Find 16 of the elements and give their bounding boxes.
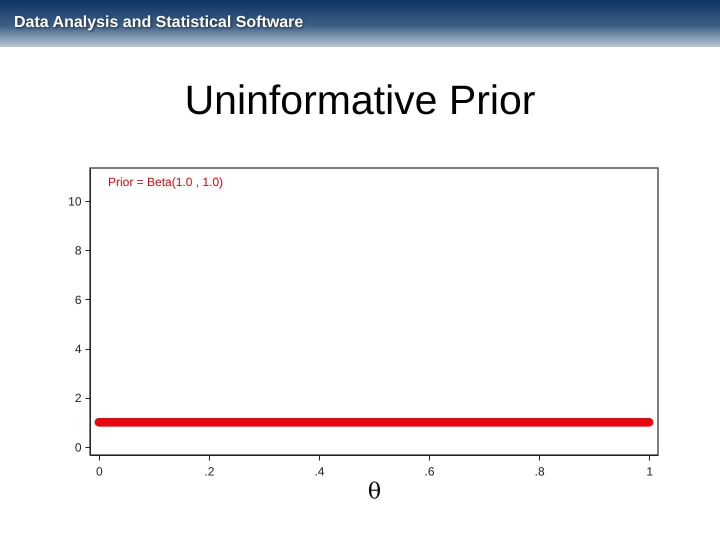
y-tick-label: 8: [74, 244, 82, 258]
x-tick-label: .6: [424, 464, 435, 478]
y-tick-label: 4: [74, 342, 82, 356]
y-tick-label: 0: [74, 440, 82, 454]
x-tick-label: .2: [204, 464, 215, 478]
header-banner: Data Analysis and Statistical Software: [0, 0, 720, 47]
x-tick-label: .4: [314, 464, 325, 478]
x-tick-label: 1: [646, 464, 654, 478]
y-tick-label: 2: [74, 391, 82, 406]
chart-title: Uninformative Prior: [184, 77, 536, 123]
x-axis-title: θ: [368, 480, 382, 504]
x-tick-label: 0: [96, 464, 103, 478]
x-tick-label: .8: [534, 464, 545, 478]
y-tick-label: 6: [74, 292, 82, 307]
y-tick-label: 10: [68, 194, 82, 208]
text: Prior = Beta(1.0 , 1.0): [108, 175, 224, 189]
